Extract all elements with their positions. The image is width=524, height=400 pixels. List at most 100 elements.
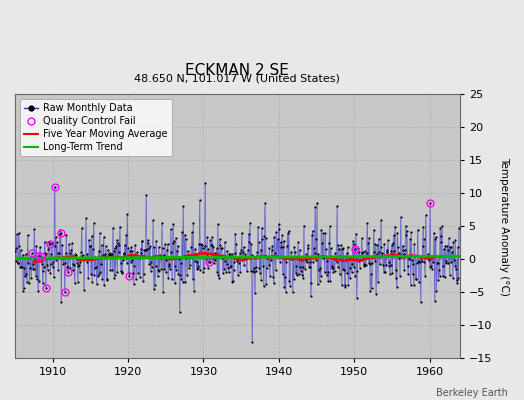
- Point: [357, 235, 366, 242]
- Point: [114, 240, 122, 246]
- Point: [28, 250, 36, 256]
- Point: [276, 259, 284, 265]
- Point: [366, 261, 374, 268]
- Point: [216, 242, 225, 248]
- Point: [262, 281, 270, 288]
- Point: [363, 220, 372, 227]
- Point: [272, 253, 281, 259]
- Point: [247, 252, 256, 258]
- Point: [239, 244, 248, 250]
- Point: [104, 251, 113, 257]
- Point: [318, 227, 326, 233]
- Point: [202, 253, 211, 260]
- Point: [440, 274, 449, 281]
- Point: [259, 283, 268, 290]
- Point: [167, 226, 175, 232]
- Point: [162, 257, 170, 264]
- Point: [247, 240, 255, 247]
- Point: [99, 252, 107, 258]
- Point: [171, 263, 179, 270]
- Point: [255, 264, 264, 271]
- Point: [62, 231, 71, 238]
- Point: [348, 238, 357, 244]
- Point: [413, 227, 422, 233]
- Point: [437, 233, 445, 240]
- Point: [95, 271, 103, 277]
- Point: [277, 244, 286, 250]
- Point: [313, 200, 321, 206]
- Point: [126, 259, 135, 266]
- Point: [140, 247, 149, 253]
- Point: [442, 258, 450, 264]
- Point: [130, 263, 138, 269]
- Point: [100, 282, 108, 288]
- Point: [291, 270, 300, 277]
- Point: [333, 203, 341, 210]
- Point: [32, 242, 40, 249]
- Point: [155, 244, 163, 250]
- Point: [34, 252, 42, 259]
- Point: [12, 258, 20, 265]
- Point: [219, 270, 227, 276]
- Point: [75, 269, 84, 275]
- Point: [117, 268, 125, 274]
- Point: [376, 244, 385, 250]
- Point: [445, 235, 453, 241]
- Point: [40, 264, 48, 270]
- Point: [160, 266, 169, 272]
- Point: [87, 270, 95, 277]
- Point: [145, 260, 154, 267]
- Point: [16, 264, 24, 270]
- Point: [139, 271, 148, 277]
- Point: [414, 279, 423, 285]
- Point: [144, 237, 152, 243]
- Point: [294, 239, 302, 245]
- Point: [246, 268, 255, 274]
- Point: [35, 252, 43, 259]
- Point: [280, 284, 289, 290]
- Point: [97, 261, 105, 267]
- Point: [325, 223, 334, 230]
- Point: [447, 259, 456, 266]
- Point: [205, 258, 213, 265]
- Point: [363, 250, 371, 256]
- Point: [344, 282, 353, 288]
- Point: [307, 292, 315, 299]
- Point: [195, 197, 204, 203]
- Point: [338, 246, 346, 252]
- Point: [151, 282, 159, 288]
- Point: [400, 250, 408, 257]
- Point: [128, 248, 136, 254]
- Point: [201, 243, 209, 249]
- Point: [329, 264, 337, 271]
- Point: [138, 238, 147, 244]
- Point: [43, 262, 51, 268]
- Point: [261, 234, 270, 241]
- Point: [129, 280, 138, 287]
- Point: [187, 253, 195, 260]
- Point: [454, 244, 462, 250]
- Point: [400, 267, 409, 274]
- Point: [196, 266, 204, 273]
- Point: [212, 245, 221, 252]
- Point: [439, 273, 447, 279]
- Point: [347, 254, 355, 260]
- Point: [433, 260, 442, 267]
- Point: [189, 276, 197, 282]
- Point: [421, 272, 429, 279]
- Point: [136, 250, 145, 256]
- Point: [277, 239, 285, 245]
- Point: [323, 258, 331, 264]
- Point: [252, 267, 260, 274]
- Point: [328, 265, 336, 272]
- Point: [380, 241, 388, 247]
- Point: [173, 242, 182, 249]
- Point: [91, 254, 100, 260]
- Point: [341, 284, 349, 291]
- Point: [24, 260, 32, 266]
- Point: [288, 255, 296, 262]
- Point: [122, 255, 130, 262]
- Point: [131, 241, 139, 248]
- Point: [91, 265, 99, 271]
- Point: [414, 258, 422, 265]
